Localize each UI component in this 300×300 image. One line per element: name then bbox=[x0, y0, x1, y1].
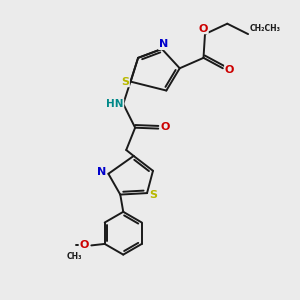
Text: O: O bbox=[79, 240, 88, 250]
Text: HN: HN bbox=[106, 99, 124, 109]
Text: S: S bbox=[150, 190, 158, 200]
Text: N: N bbox=[97, 167, 106, 177]
Text: O: O bbox=[160, 122, 170, 132]
Text: N: N bbox=[159, 40, 168, 50]
Text: CH₃: CH₃ bbox=[67, 252, 82, 261]
Text: CH₂CH₃: CH₂CH₃ bbox=[250, 24, 280, 33]
Text: S: S bbox=[121, 76, 129, 87]
Text: O: O bbox=[199, 24, 208, 34]
Text: O: O bbox=[225, 65, 234, 75]
